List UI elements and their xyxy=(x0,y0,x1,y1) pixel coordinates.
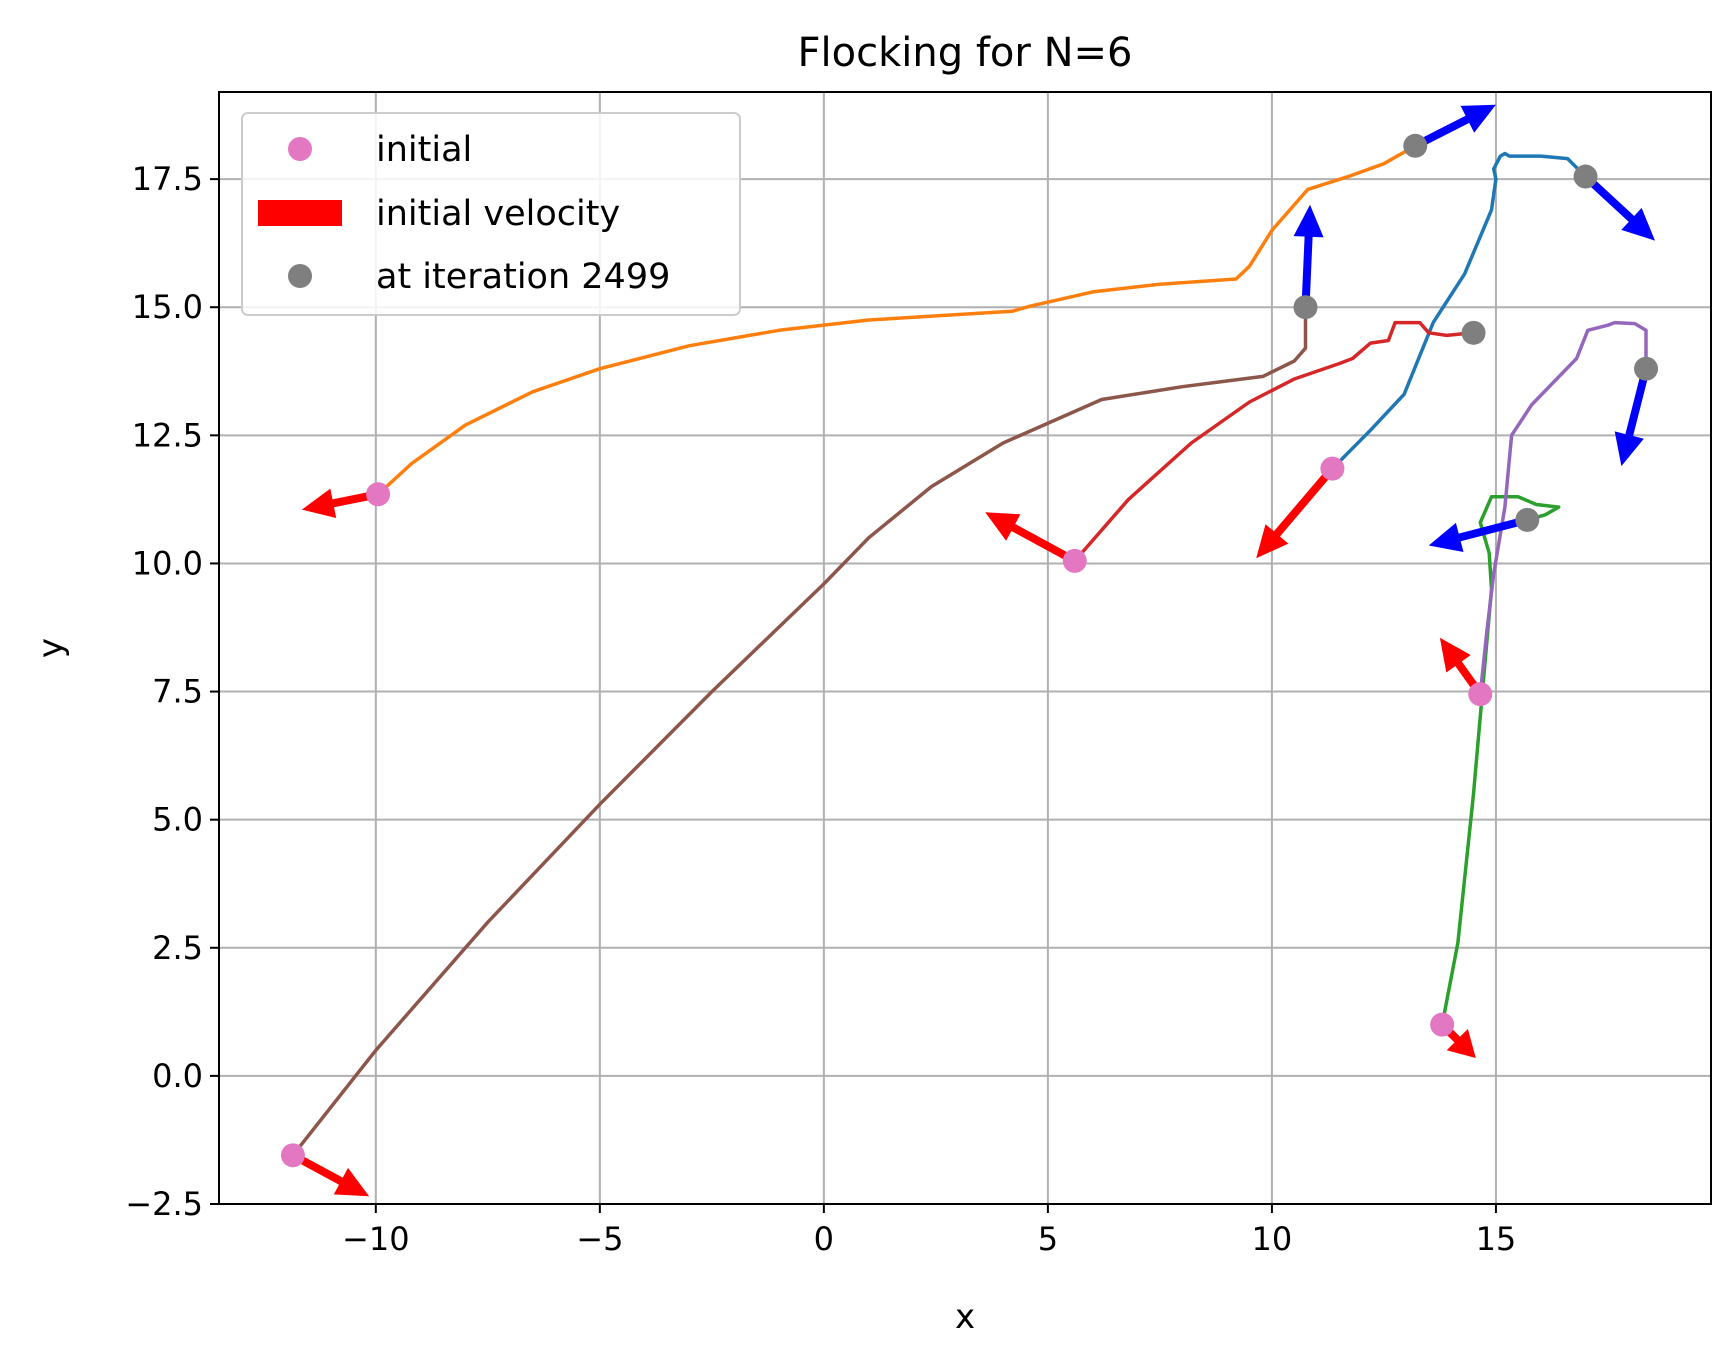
initial-point-1 xyxy=(1320,456,1345,481)
initial-point-5 xyxy=(1468,682,1493,707)
final-velocity-arrow-5 xyxy=(1614,367,1650,467)
final-point-2 xyxy=(1403,133,1428,158)
x-tick-label: −5 xyxy=(576,1220,623,1258)
legend-label-initial-velocity: initial velocity xyxy=(376,194,620,234)
final-point-4 xyxy=(1461,320,1486,345)
initial-velocity-arrow-1 xyxy=(1256,466,1336,559)
final-point-1 xyxy=(1573,164,1598,189)
markers xyxy=(280,133,1659,1168)
y-axis-label: y xyxy=(31,638,71,658)
trajectory-line-5 xyxy=(1478,320,1648,696)
legend-label-final: at iteration 2499 xyxy=(376,257,670,297)
final-point-3 xyxy=(1515,507,1540,532)
x-tick-label: 0 xyxy=(814,1220,834,1258)
final-velocity-arrow-3 xyxy=(1428,516,1529,552)
initial-point-3 xyxy=(1430,1012,1455,1037)
y-tick-label: −2.5 xyxy=(125,1185,203,1223)
x-tick-label: 10 xyxy=(1252,1220,1293,1258)
y-tick-label: 0.0 xyxy=(152,1057,203,1095)
y-ticks: −2.5 0.0 2.5 5.0 7.5 10.0 12.5 15.0 17.5 xyxy=(125,160,219,1223)
y-tick-label: 7.5 xyxy=(152,673,203,711)
x-tick-label: −10 xyxy=(342,1220,410,1258)
chart-title: Flocking for N=6 xyxy=(798,30,1133,76)
initial-velocity-arrow-4 xyxy=(985,512,1077,565)
trajectory-line-1 xyxy=(1330,151,1588,471)
trajectory-line-2 xyxy=(376,144,1418,497)
initial-velocity-arrow-2 xyxy=(301,488,379,518)
x-tick-label: 15 xyxy=(1476,1220,1517,1258)
initial-point-2 xyxy=(366,482,391,507)
final-point-6 xyxy=(1293,295,1318,320)
x-ticks: −10 −5 0 5 10 15 xyxy=(342,1204,1516,1258)
x-axis-label: x xyxy=(955,1297,975,1337)
y-tick-label: 15.0 xyxy=(132,288,203,326)
y-tick-label: 12.5 xyxy=(132,416,203,454)
initial-velocity-arrow-5 xyxy=(1439,637,1484,697)
initial-velocity-arrow-6 xyxy=(291,1151,370,1197)
trajectories xyxy=(291,144,1648,1158)
y-tick-label: 10.0 xyxy=(132,544,203,582)
initial-point-4 xyxy=(1062,548,1087,573)
velocity-arrows xyxy=(291,104,1655,1197)
legend-marker-initial-velocity xyxy=(258,200,342,226)
trajectory-line-6 xyxy=(291,305,1308,1158)
y-tick-label: 2.5 xyxy=(152,929,203,967)
legend-label-initial: initial xyxy=(376,130,472,170)
legend-box xyxy=(241,112,741,316)
y-tick-label: 5.0 xyxy=(152,801,203,839)
legend: initial initial velocity at iteration 24… xyxy=(241,112,741,316)
legend-marker-initial xyxy=(288,137,312,161)
final-point-5 xyxy=(1634,356,1659,381)
x-tick-label: 5 xyxy=(1038,1220,1058,1258)
y-tick-label: 17.5 xyxy=(132,160,203,198)
plot-frame xyxy=(218,91,1712,1205)
legend-marker-final xyxy=(288,264,312,288)
initial-point-6 xyxy=(280,1143,305,1168)
final-velocity-arrow-1 xyxy=(1582,173,1655,241)
final-velocity-arrow-2 xyxy=(1413,104,1496,150)
trajectory-line-4 xyxy=(1073,320,1476,563)
trajectory-line-3 xyxy=(1440,495,1561,1027)
final-velocity-arrow-6 xyxy=(1293,204,1324,308)
